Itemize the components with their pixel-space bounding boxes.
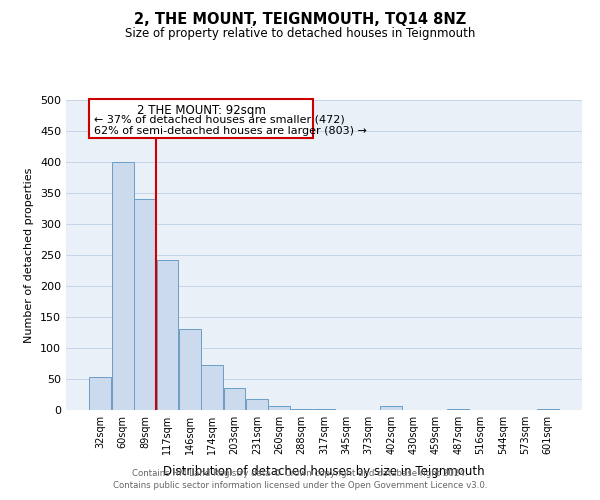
Bar [112, 162, 134, 410]
Bar [134, 199, 156, 410]
Bar [246, 399, 268, 410]
Y-axis label: Number of detached properties: Number of detached properties [25, 168, 34, 342]
Text: ← 37% of detached houses are smaller (472): ← 37% of detached houses are smaller (47… [94, 115, 344, 125]
Bar [380, 406, 402, 410]
Text: Size of property relative to detached houses in Teignmouth: Size of property relative to detached ho… [125, 28, 475, 40]
X-axis label: Distribution of detached houses by size in Teignmouth: Distribution of detached houses by size … [163, 466, 485, 478]
Text: Contains HM Land Registry data © Crown copyright and database right 2024.: Contains HM Land Registry data © Crown c… [132, 468, 468, 477]
FancyBboxPatch shape [89, 99, 313, 138]
Text: Contains public sector information licensed under the Open Government Licence v3: Contains public sector information licen… [113, 481, 487, 490]
Bar [202, 366, 223, 410]
Text: 62% of semi-detached houses are larger (803) →: 62% of semi-detached houses are larger (… [94, 126, 367, 136]
Bar [157, 260, 178, 410]
Bar [537, 409, 559, 410]
Text: 2, THE MOUNT, TEIGNMOUTH, TQ14 8NZ: 2, THE MOUNT, TEIGNMOUTH, TQ14 8NZ [134, 12, 466, 28]
Bar [448, 409, 469, 410]
Bar [224, 388, 245, 410]
Bar [89, 377, 111, 410]
Bar [179, 330, 200, 410]
Bar [268, 406, 290, 410]
Text: 2 THE MOUNT: 92sqm: 2 THE MOUNT: 92sqm [137, 104, 265, 117]
